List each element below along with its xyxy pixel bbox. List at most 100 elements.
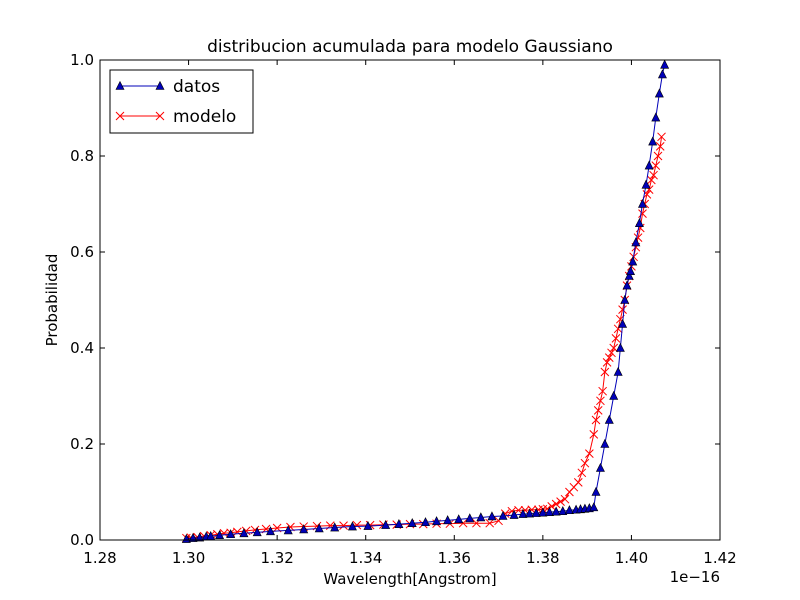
data-point-datos	[595, 462, 605, 472]
data-point-datos	[631, 237, 641, 247]
data-point-datos	[589, 502, 599, 512]
data-point-datos	[609, 390, 619, 400]
data-point-datos	[421, 517, 430, 527]
series-line-datos	[186, 64, 666, 540]
data-point-datos	[432, 516, 442, 526]
data-point-datos	[624, 270, 634, 280]
x-tick-label: 1.32	[260, 549, 293, 567]
data-point-modelo	[596, 396, 605, 406]
series-datos	[181, 59, 670, 543]
data-point-datos	[330, 522, 340, 532]
data-point-datos	[558, 506, 568, 516]
legend-marker-modelo	[155, 111, 165, 121]
data-point-datos	[604, 414, 614, 424]
data-point-datos	[407, 518, 417, 528]
data-point-datos	[314, 523, 324, 533]
y-tick-label: 0.2	[70, 435, 94, 453]
data-point-modelo	[651, 161, 661, 170]
data-point-datos	[660, 59, 670, 69]
x-tick-label: 1.38	[526, 549, 559, 567]
data-point-datos	[487, 511, 497, 521]
data-point-modelo	[556, 497, 565, 506]
data-point-modelo	[649, 170, 658, 180]
data-point-modelo	[602, 358, 612, 367]
data-point-modelo	[591, 415, 601, 425]
data-point-datos	[615, 342, 625, 352]
x-tick-label: 1.30	[172, 549, 205, 567]
data-point-modelo	[655, 142, 665, 151]
x-tick-label: 1.28	[83, 549, 116, 567]
data-point-modelo	[580, 458, 590, 468]
data-point-modelo	[593, 406, 603, 415]
data-point-datos	[613, 366, 623, 376]
data-point-modelo	[657, 132, 666, 142]
data-point-datos	[252, 527, 262, 537]
data-point-datos	[600, 438, 610, 448]
data-point-modelo	[600, 367, 610, 377]
x-axis-offset-label: 1e−16	[670, 568, 720, 586]
data-point-datos	[347, 521, 357, 531]
x-tick-label: 1.36	[438, 549, 471, 567]
data-point-datos	[394, 518, 404, 528]
legend-label-modelo: modelo	[173, 107, 236, 127]
data-point-datos	[283, 525, 293, 535]
data-point-datos	[239, 528, 249, 538]
data-point-datos	[476, 512, 486, 522]
data-point-modelo	[339, 521, 348, 530]
data-point-modelo	[551, 499, 561, 509]
legend-box	[109, 69, 254, 134]
data-point-datos	[518, 508, 528, 518]
series-layer	[181, 59, 670, 543]
data-point-datos	[638, 198, 647, 208]
data-point-datos	[628, 256, 638, 266]
data-point-datos	[657, 69, 667, 79]
x-axis-label: Wavelength[Angstrom]	[323, 570, 496, 588]
data-point-datos	[551, 506, 561, 516]
data-point-datos	[545, 506, 554, 516]
data-point-modelo	[653, 151, 663, 161]
data-point-datos	[181, 533, 191, 543]
plot-frame	[99, 59, 721, 541]
plot-area	[100, 60, 720, 540]
y-tick-label: 0.4	[70, 339, 94, 357]
data-point-datos	[531, 507, 541, 517]
data-point-datos	[363, 520, 373, 530]
data-point-datos	[509, 509, 519, 519]
data-point-modelo	[607, 348, 616, 358]
data-point-datos	[299, 524, 309, 534]
data-point-modelo	[638, 209, 647, 218]
data-point-datos	[618, 318, 628, 328]
data-point-datos	[564, 505, 574, 515]
y-axis-label: Probabilidad	[43, 254, 61, 347]
data-point-modelo	[577, 468, 587, 478]
data-point-modelo	[609, 343, 619, 353]
data-point-datos	[622, 280, 632, 290]
data-point-datos	[215, 530, 225, 540]
legend-marker-modelo	[115, 111, 125, 121]
data-point-datos	[454, 514, 464, 524]
data-point-modelo	[604, 353, 614, 362]
data-point-datos	[381, 519, 391, 529]
data-point-datos	[651, 112, 661, 122]
y-tick-label: 1.0	[70, 51, 94, 69]
data-point-modelo	[647, 175, 656, 185]
x-tick-label: 1.40	[615, 549, 648, 567]
data-point-modelo	[618, 305, 627, 314]
legend-marker-datos	[155, 80, 165, 90]
data-point-datos	[498, 510, 508, 520]
y-tick-label: 0.0	[70, 531, 94, 549]
data-point-modelo	[589, 430, 599, 439]
data-point-datos	[641, 179, 651, 189]
legend: datos modelo	[109, 69, 254, 134]
data-point-datos	[465, 513, 475, 523]
data-point-modelo	[560, 494, 570, 504]
y-tick-label: 0.6	[70, 243, 94, 261]
data-point-modelo	[598, 386, 607, 396]
data-point-datos	[634, 218, 644, 227]
data-point-modelo	[573, 478, 583, 487]
data-point-modelo	[232, 527, 242, 537]
data-point-datos	[626, 266, 636, 276]
data-point-modelo	[585, 449, 594, 458]
data-point-modelo	[611, 334, 621, 343]
